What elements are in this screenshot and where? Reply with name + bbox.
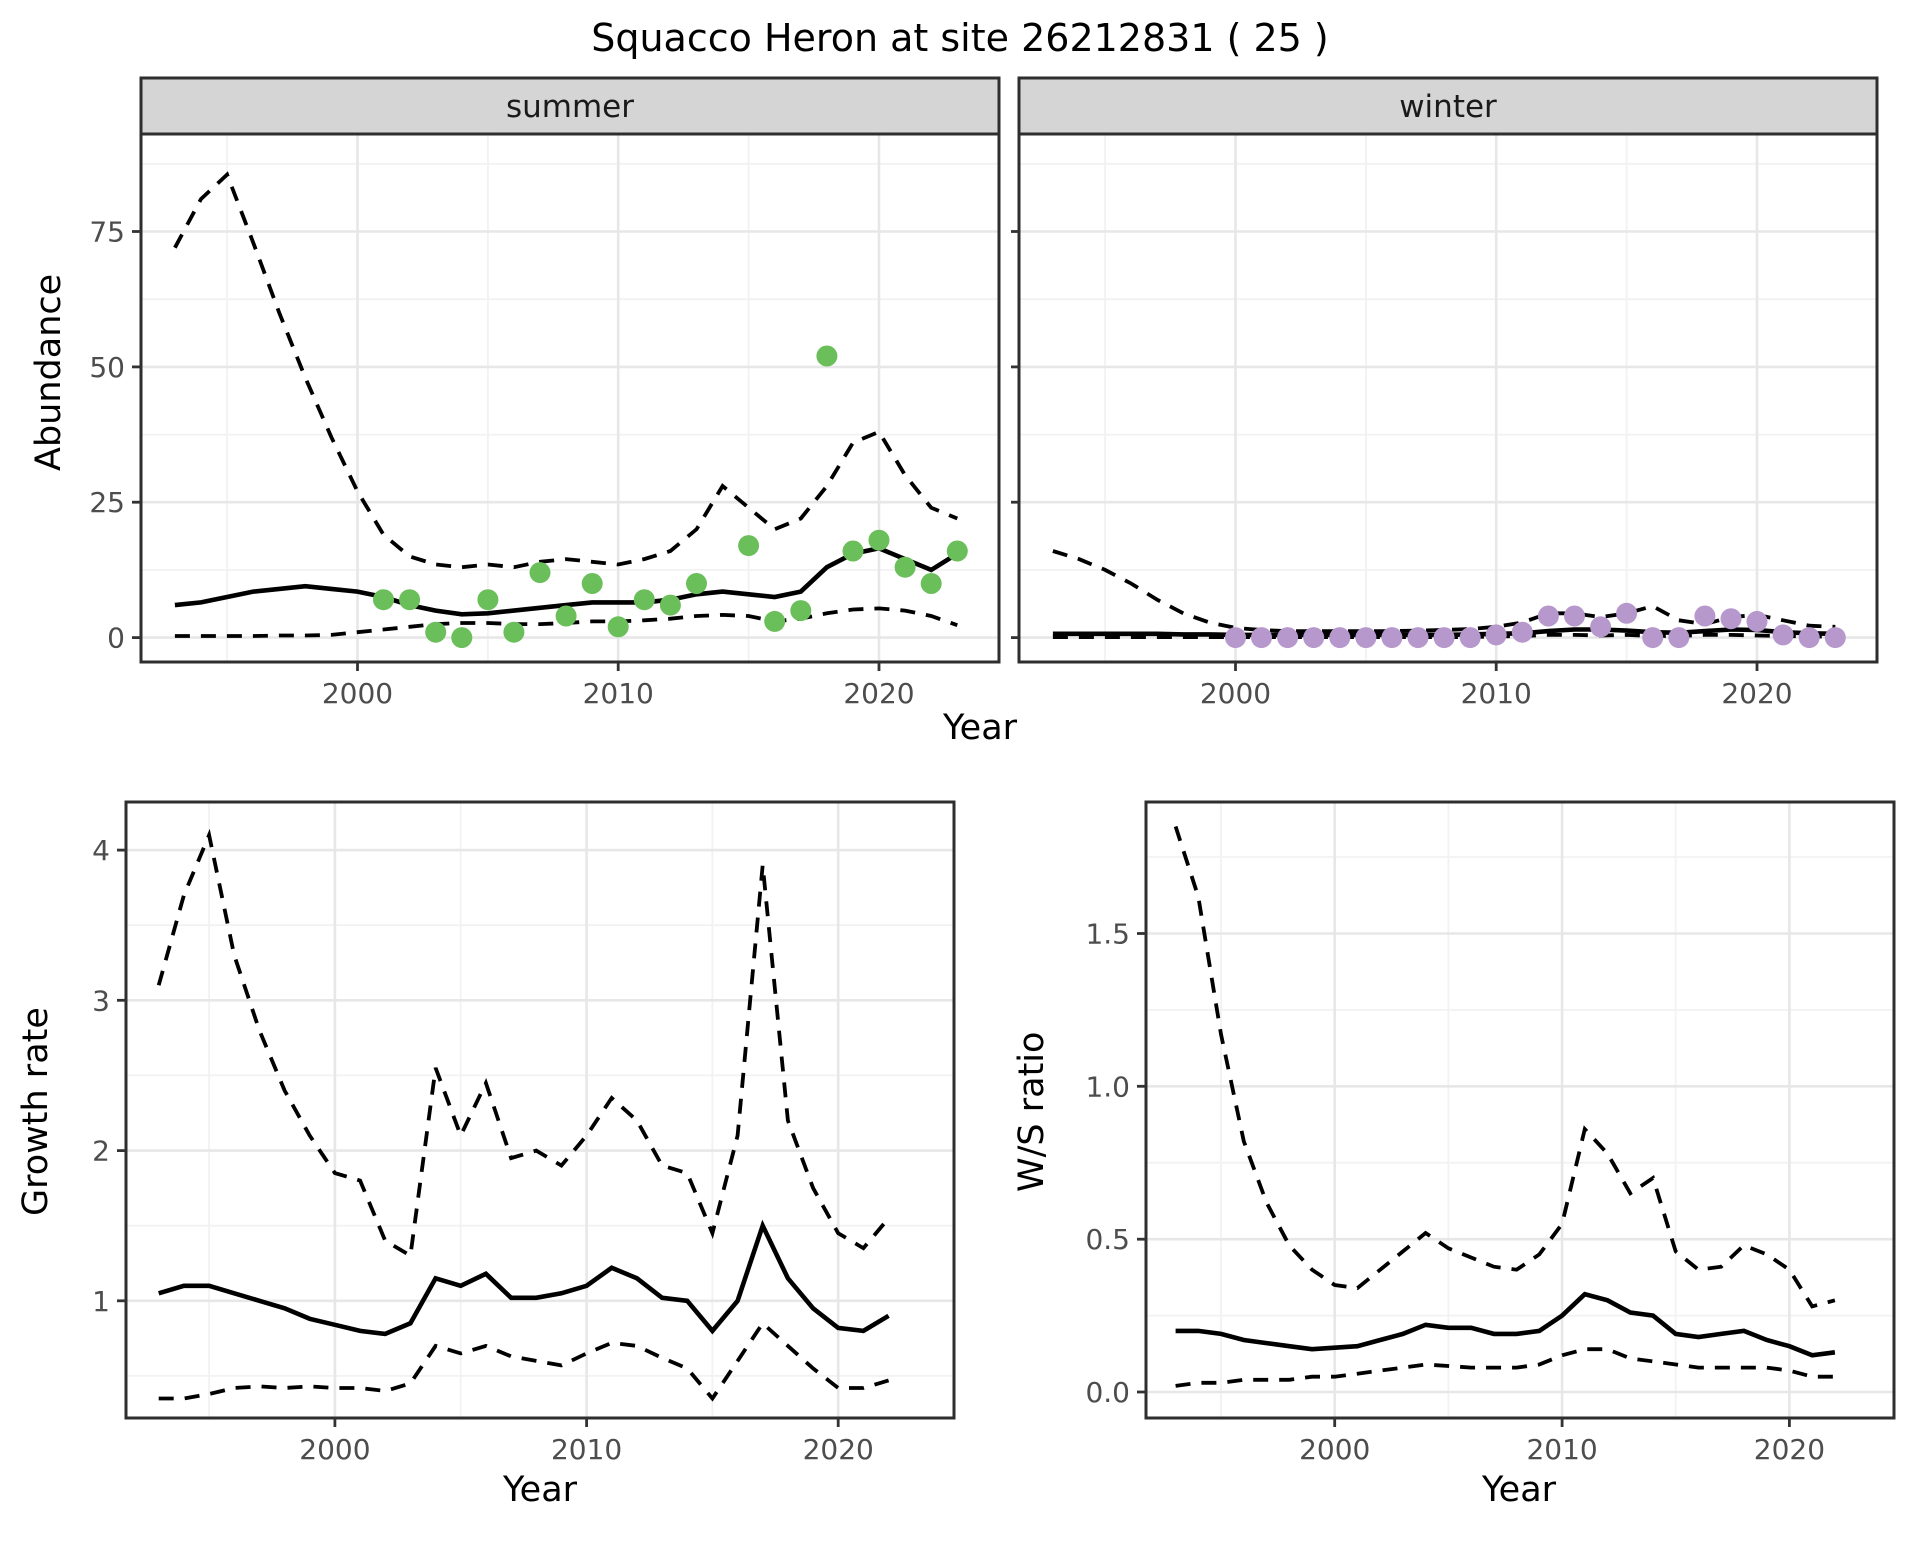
svg-text:2000: 2000 [1200, 677, 1271, 708]
ws-ratio-y-axis-title: W/S ratio [1012, 1031, 1052, 1192]
svg-text:2020: 2020 [803, 1433, 874, 1466]
abundance-y-axis-title: Abundance [29, 273, 69, 471]
abundance-winter-panel: winter 2000 2010 2020 [1011, 76, 1879, 708]
svg-text:4: 4 [92, 834, 110, 867]
growth-rate-panel: 2000 2010 2020 1 2 3 4 [92, 800, 956, 1466]
growth-rate-plot: Growth rate 2000 2010 2020 1 2 3 4 Year [10, 792, 970, 1510]
svg-text:1.0: 1.0 [1085, 1070, 1130, 1103]
ws-ratio-plot: W/S ratio 2000 2010 2020 0.0 0.5 1.0 1.5 Year [1006, 792, 1910, 1510]
ws-ratio-x-axis-title: Year [1481, 1469, 1557, 1510]
svg-text:2: 2 [92, 1134, 110, 1167]
svg-text:25: 25 [89, 486, 125, 519]
svg-text:2000: 2000 [1299, 1433, 1370, 1466]
svg-text:summer: summer [506, 89, 634, 125]
svg-text:2010: 2010 [583, 677, 654, 708]
svg-text:2000: 2000 [299, 1433, 370, 1466]
svg-text:75: 75 [89, 215, 125, 248]
svg-text:3: 3 [92, 984, 110, 1017]
svg-text:1.5: 1.5 [1085, 917, 1130, 950]
svg-text:2020: 2020 [1754, 1433, 1825, 1466]
svg-text:2020: 2020 [843, 677, 914, 708]
svg-text:0.5: 0.5 [1085, 1223, 1130, 1256]
svg-text:2010: 2010 [1461, 677, 1532, 708]
svg-text:1: 1 [92, 1284, 110, 1317]
growth-rate-y-axis-title: Growth rate [16, 1007, 56, 1217]
svg-text:0.0: 0.0 [1085, 1376, 1130, 1409]
svg-text:winter: winter [1399, 89, 1497, 125]
svg-text:50: 50 [89, 350, 125, 383]
abundance-x-axis-title: Year [942, 707, 1018, 748]
bottom-plot-row: Growth rate 2000 2010 2020 1 2 3 4 Year W/S ra… [0, 792, 1920, 1510]
svg-text:2010: 2010 [1526, 1433, 1597, 1466]
figure-title: Squacco Heron at site 26212831 ( 25 ) [591, 16, 1329, 60]
svg-text:2010: 2010 [551, 1433, 622, 1466]
growth-rate-x-axis-title: Year [502, 1469, 578, 1510]
abundance-facet-row: Abundance summer 2000 2010 2020 0 25 50 75 wint… [0, 72, 1920, 708]
abundance-summer-panel: summer 2000 2010 2020 0 25 50 75 [89, 76, 1001, 708]
svg-text:2020: 2020 [1721, 677, 1792, 708]
svg-text:2000: 2000 [322, 677, 393, 708]
svg-text:0: 0 [107, 621, 125, 654]
ws-ratio-panel: 2000 2010 2020 0.0 0.5 1.0 1.5 [1085, 800, 1896, 1466]
